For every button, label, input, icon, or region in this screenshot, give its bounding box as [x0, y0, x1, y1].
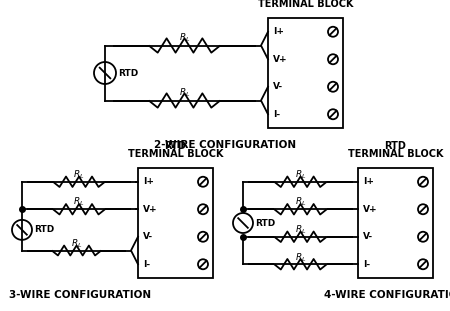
Text: I-: I-	[143, 260, 150, 269]
Text: TERMINAL BLOCK: TERMINAL BLOCK	[258, 0, 353, 9]
Text: RTD: RTD	[118, 68, 138, 77]
Text: TERMINAL BLOCK: TERMINAL BLOCK	[348, 149, 443, 159]
Text: RTD: RTD	[255, 219, 275, 228]
Text: $R_L$: $R_L$	[71, 237, 82, 250]
Text: RTD: RTD	[295, 0, 316, 1]
Text: V-: V-	[143, 232, 153, 241]
Text: RTD: RTD	[165, 141, 186, 151]
Text: TERMINAL BLOCK: TERMINAL BLOCK	[128, 149, 223, 159]
Text: $R_L$: $R_L$	[73, 196, 85, 208]
Text: V-: V-	[273, 82, 283, 91]
Text: $R_L$: $R_L$	[295, 224, 306, 236]
Text: RTD: RTD	[385, 141, 406, 151]
Text: I+: I+	[143, 177, 154, 186]
Text: $R_L$: $R_L$	[295, 169, 306, 181]
Text: $R_L$: $R_L$	[295, 196, 306, 208]
Bar	[138, 168, 213, 278]
Text: $R_L$: $R_L$	[73, 169, 85, 181]
Text: 3-WIRE CONFIGURATION: 3-WIRE CONFIGURATION	[9, 290, 151, 300]
Text: I-: I-	[363, 260, 370, 269]
Text: V-: V-	[363, 232, 373, 241]
Bar	[358, 168, 433, 278]
Text: V+: V+	[363, 205, 378, 214]
Text: $R_L$: $R_L$	[179, 86, 190, 99]
Bar	[268, 18, 343, 128]
Text: $R_L$: $R_L$	[295, 251, 306, 263]
Text: 4-WIRE CONFIGURATION: 4-WIRE CONFIGURATION	[324, 290, 450, 300]
Text: $R_L$: $R_L$	[179, 31, 190, 44]
Text: V+: V+	[273, 55, 288, 64]
Text: I+: I+	[273, 27, 284, 36]
Text: 2-WIRE CONFIGURATION: 2-WIRE CONFIGURATION	[154, 140, 296, 150]
Text: I-: I-	[273, 110, 280, 119]
Text: RTD: RTD	[34, 225, 54, 234]
Text: I+: I+	[363, 177, 374, 186]
Text: V+: V+	[143, 205, 157, 214]
